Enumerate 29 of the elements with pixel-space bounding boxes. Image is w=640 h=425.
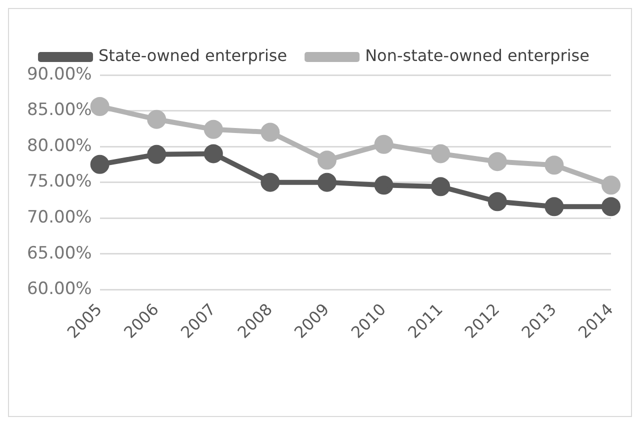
point [602, 197, 620, 216]
y-tick-label: 85.00% [26, 100, 92, 120]
point [204, 120, 223, 139]
point [374, 176, 394, 195]
point [602, 176, 620, 195]
y-tick-label: 75.00% [26, 172, 92, 192]
point [488, 192, 507, 212]
point [374, 134, 394, 154]
point [318, 172, 337, 192]
point [90, 96, 110, 116]
point [544, 156, 564, 175]
point [260, 122, 280, 142]
y-tick-label: 65.00% [26, 243, 92, 264]
point [260, 172, 280, 192]
point [147, 144, 166, 164]
point [431, 144, 450, 164]
y-tick-label: 60.00% [26, 279, 92, 300]
y-tick-label: 90.00% [26, 64, 92, 84]
point [318, 150, 337, 170]
y-tick-label: 80.00% [26, 136, 92, 156]
legend-label: State-owned enterprise [98, 46, 288, 66]
point [90, 154, 110, 174]
point [204, 144, 223, 164]
point [431, 177, 450, 196]
y-tick-label: 70.00% [26, 208, 92, 228]
point [147, 110, 166, 129]
point [544, 197, 564, 216]
legend-label: Non-state-owned enterprise [365, 46, 590, 66]
point [488, 152, 507, 172]
